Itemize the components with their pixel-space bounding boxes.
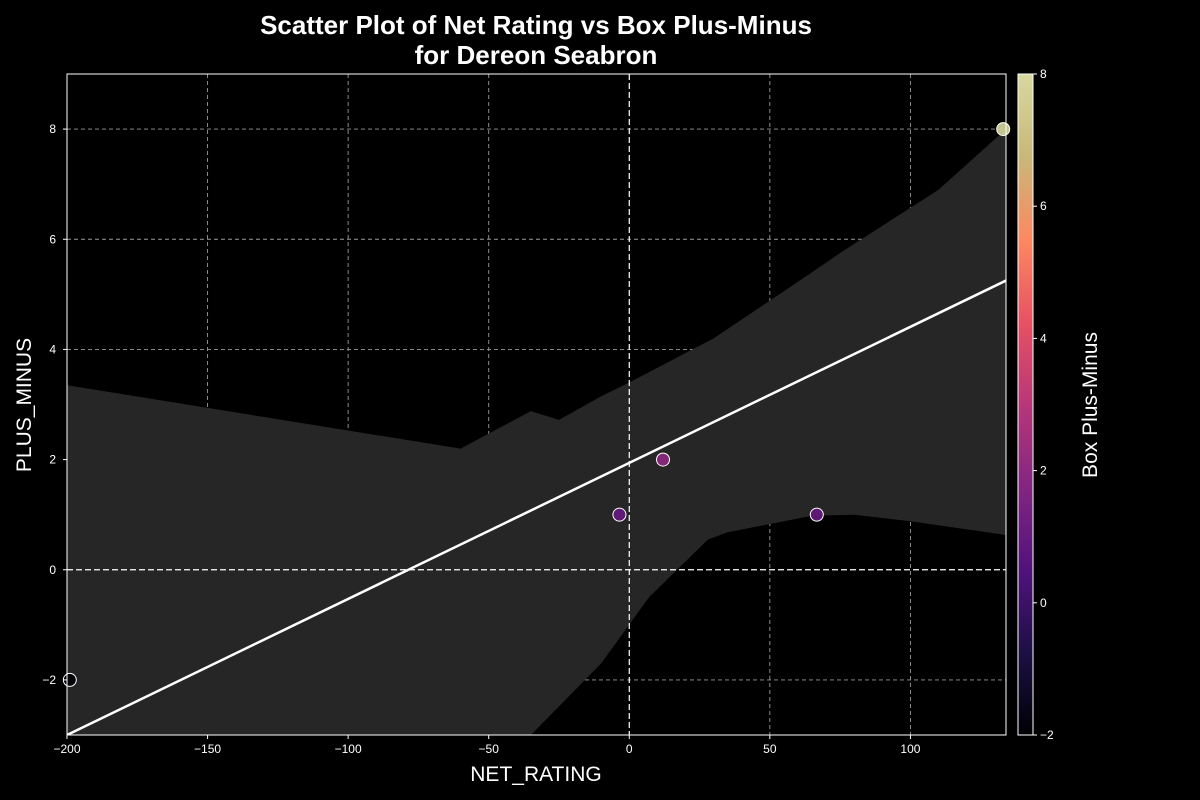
colorbar-tick-label: 6: [1040, 199, 1047, 213]
plot-frame: [66, 73, 1007, 736]
x-tick-label: 50: [763, 742, 777, 756]
scatter-point: [612, 507, 627, 522]
scatter-point: [809, 507, 824, 522]
confidence-band-area: [67, 129, 1006, 735]
x-tick-label: −200: [53, 742, 80, 756]
regression-line: [67, 279, 1006, 735]
x-tick-label: −100: [335, 742, 362, 756]
y-tick-label: −2: [42, 673, 56, 687]
x-tick-label: −50: [479, 742, 500, 756]
chart-title: Scatter Plot of Net Rating vs Box Plus-M…: [260, 10, 812, 40]
scatter-point: [996, 122, 1011, 137]
confidence-band: [67, 129, 1006, 735]
y-axis-ticks: −2 0 2 4 6 8: [42, 122, 67, 687]
y-tick-label: 4: [49, 342, 56, 356]
x-tick-label: −150: [194, 742, 221, 756]
y-tick-label: 6: [49, 232, 56, 246]
x-tick-label: 0: [626, 742, 633, 756]
y-tick-label: 8: [49, 122, 56, 136]
colorbar-ticks: −2 0 2 4 6 8: [1033, 67, 1054, 742]
colorbar-tick-label: −2: [1040, 728, 1054, 742]
x-axis-ticks: −200 −150 −100 −50 0 50 100: [53, 735, 921, 756]
y-tick-label: 0: [49, 563, 56, 577]
scatter-points: [62, 122, 1011, 687]
colorbar-label: Box Plus-Minus: [1079, 332, 1102, 478]
x-axis-label: NET_RATING: [470, 763, 601, 786]
x-tick-label: 100: [900, 742, 920, 756]
reference-lines: [67, 74, 1006, 735]
colorbar-tick-label: 4: [1040, 331, 1047, 345]
colorbar-tick-label: 2: [1040, 464, 1047, 478]
scatter-point: [656, 452, 671, 467]
colorbar-gradient: [1017, 73, 1034, 736]
regression-line-group: [67, 279, 1006, 735]
chart-subtitle: for Dereon Seabron: [415, 40, 658, 70]
colorbar-tick-label: 0: [1040, 596, 1047, 610]
colorbar: −2 0 2 4 6 8 Box Plus-Minus: [1017, 67, 1102, 742]
y-axis-label: PLUS_MINUS: [13, 338, 36, 472]
y-tick-label: 2: [49, 453, 56, 467]
colorbar-tick-label: 8: [1040, 67, 1047, 81]
